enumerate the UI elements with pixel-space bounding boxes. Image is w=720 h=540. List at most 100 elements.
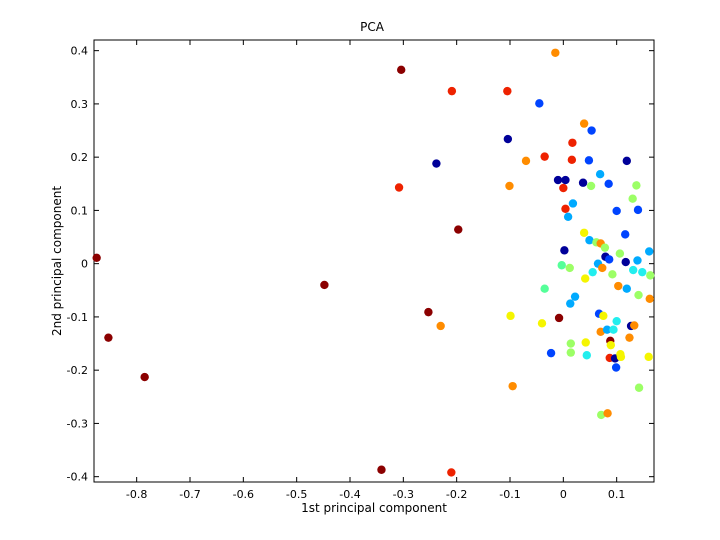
data-point xyxy=(597,410,606,420)
data-point xyxy=(92,253,101,263)
x-tick-label: -0.1 xyxy=(499,488,520,501)
data-point xyxy=(560,246,569,255)
data-points xyxy=(92,48,655,477)
data-point xyxy=(104,333,113,342)
data-point xyxy=(633,256,642,265)
data-point xyxy=(630,321,639,330)
data-point xyxy=(644,352,653,362)
data-point xyxy=(424,307,433,317)
y-tick-label: -0.2 xyxy=(67,364,88,377)
data-point xyxy=(506,311,515,321)
data-point xyxy=(625,333,634,342)
data-point xyxy=(540,284,549,293)
data-point xyxy=(561,204,570,214)
data-point xyxy=(622,156,631,166)
data-point xyxy=(582,351,591,360)
data-point xyxy=(605,255,614,264)
data-point xyxy=(581,274,590,283)
data-point xyxy=(508,381,517,391)
data-point xyxy=(595,169,605,179)
data-point xyxy=(579,119,589,128)
data-point xyxy=(603,409,612,418)
data-point xyxy=(503,86,512,96)
x-tick-label: -0.2 xyxy=(446,488,467,501)
data-point xyxy=(432,159,441,168)
data-point xyxy=(565,263,574,273)
data-point xyxy=(585,236,594,245)
data-point xyxy=(447,86,457,96)
data-point xyxy=(600,243,610,252)
data-point xyxy=(578,178,588,187)
data-point xyxy=(602,325,612,334)
data-point xyxy=(614,281,623,291)
data-point xyxy=(616,352,626,362)
data-point xyxy=(537,319,547,328)
data-point xyxy=(588,267,597,277)
data-point xyxy=(612,316,621,326)
data-point xyxy=(397,65,406,75)
data-point xyxy=(611,363,621,372)
data-point xyxy=(632,181,641,190)
data-point xyxy=(454,225,463,234)
data-point xyxy=(535,99,544,108)
data-point xyxy=(540,152,549,161)
x-tick-label: -0.8 xyxy=(126,488,147,501)
data-point xyxy=(546,348,556,358)
data-point xyxy=(394,183,404,192)
y-tick-label: -0.1 xyxy=(67,311,88,324)
data-point xyxy=(634,290,643,300)
data-point xyxy=(646,271,655,280)
data-point xyxy=(621,257,630,267)
data-point xyxy=(645,247,654,256)
data-point xyxy=(604,179,613,188)
data-point xyxy=(447,468,456,477)
data-point xyxy=(503,134,513,144)
data-point xyxy=(561,175,570,185)
data-point xyxy=(598,263,607,273)
data-point xyxy=(140,372,149,382)
data-point xyxy=(645,294,654,304)
data-point xyxy=(567,155,577,165)
data-point xyxy=(633,205,643,215)
y-tick-label: -0.3 xyxy=(67,417,88,430)
x-tick-label: 0.1 xyxy=(608,488,626,501)
plot-area xyxy=(93,39,655,483)
data-point xyxy=(615,249,625,258)
x-axis-label: 1st principal component xyxy=(301,501,447,515)
data-point xyxy=(587,126,596,135)
data-point xyxy=(608,270,617,279)
data-point xyxy=(570,292,580,301)
data-point xyxy=(566,339,575,348)
data-point xyxy=(551,48,560,57)
x-tick-label: -0.7 xyxy=(179,488,200,501)
x-axis-ticks: -0.8 -0.7 -0.6 -0.5 -0.4 -0.3 -0.2 -0.1 0 0.1 xyxy=(126,40,625,501)
data-point xyxy=(505,181,514,191)
data-point xyxy=(521,156,531,166)
chart-title: PCA xyxy=(360,20,385,34)
data-point xyxy=(634,383,644,392)
data-point xyxy=(629,265,638,275)
data-point xyxy=(568,199,578,208)
data-point xyxy=(586,181,596,191)
y-axis-ticks: 0.4 0.3 0.2 0.1 0 -0.1 -0.2 -0.3 -0.4 xyxy=(67,45,654,484)
data-point xyxy=(436,321,445,331)
data-point xyxy=(320,280,329,290)
y-tick-label: 0 xyxy=(81,258,88,271)
data-point xyxy=(557,261,566,270)
data-point xyxy=(566,299,575,308)
data-point xyxy=(638,267,647,277)
x-tick-label: 0 xyxy=(560,488,567,501)
y-tick-label: -0.4 xyxy=(67,471,88,484)
data-point xyxy=(377,465,386,474)
x-tick-label: -0.6 xyxy=(233,488,254,501)
y-tick-label: 0.4 xyxy=(71,45,89,58)
data-point xyxy=(606,340,615,350)
data-point xyxy=(584,156,594,165)
data-point xyxy=(563,212,573,221)
y-tick-label: 0.1 xyxy=(71,204,89,217)
x-tick-label: -0.5 xyxy=(286,488,307,501)
x-tick-label: -0.4 xyxy=(339,488,360,501)
data-point xyxy=(621,230,630,239)
data-point xyxy=(554,313,564,323)
